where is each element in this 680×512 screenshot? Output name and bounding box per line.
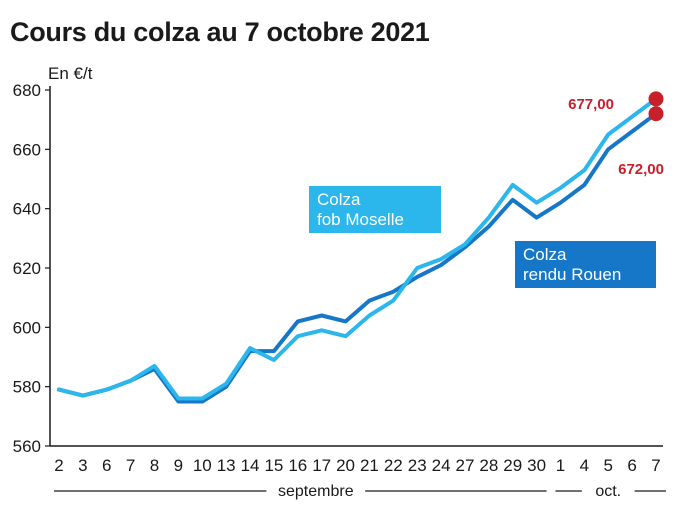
x-tick-label: 6 [627,456,636,475]
series-label: fob Moselle [317,210,404,229]
x-tick-label: 16 [288,456,307,475]
chart-title: Cours du colza au 7 octobre 2021 [10,17,430,47]
x-tick-label: 21 [360,456,379,475]
y-tick-label: 660 [13,140,41,159]
y-tick-label: 580 [13,378,41,397]
x-tick-label: 6 [102,456,111,475]
series-line [57,96,658,401]
x-tick-label: 28 [479,456,498,475]
end-point-marker [648,91,664,107]
series-label: rendu Rouen [523,265,621,284]
x-tick-label: 5 [604,456,613,475]
x-tick-label: 10 [193,456,212,475]
x-tick-label: 29 [503,456,522,475]
x-tick-label: 4 [580,456,589,475]
y-tick-label: 560 [13,437,41,456]
x-tick-label: 2 [54,456,63,475]
month-label: oct. [595,483,621,500]
x-tick-label: 15 [264,456,283,475]
x-tick-label: 20 [336,456,355,475]
x-tick-label: 30 [527,456,546,475]
y-tick-label: 680 [13,81,41,100]
x-tick-label: 24 [432,456,451,475]
x-tick-label: 7 [126,456,135,475]
x-tick-label: 14 [241,456,260,475]
x-tick-label: 23 [408,456,427,475]
x-tick-label: 22 [384,456,403,475]
x-tick-label: 27 [455,456,474,475]
x-tick-label: 3 [78,456,87,475]
series-label: Colza [317,190,361,209]
end-value-label: 672,00 [618,161,664,178]
end-point-marker [648,106,664,122]
month-label: septembre [278,483,354,500]
series-label-box [515,241,656,288]
series-label-box [309,186,441,233]
x-tick-label: 9 [174,456,183,475]
x-tick-label: 17 [312,456,331,475]
y-tick-label: 620 [13,259,41,278]
end-value-label: 677,00 [568,96,614,113]
x-tick-label: 7 [651,456,660,475]
y-tick-label: 640 [13,200,41,219]
y-tick-label: 600 [13,318,41,337]
x-tick-label: 8 [150,456,159,475]
x-tick-label: 1 [556,456,565,475]
series-label: Colza [523,245,567,264]
x-tick-label: 13 [217,456,236,475]
y-axis-unit-label: En €/t [48,64,93,83]
